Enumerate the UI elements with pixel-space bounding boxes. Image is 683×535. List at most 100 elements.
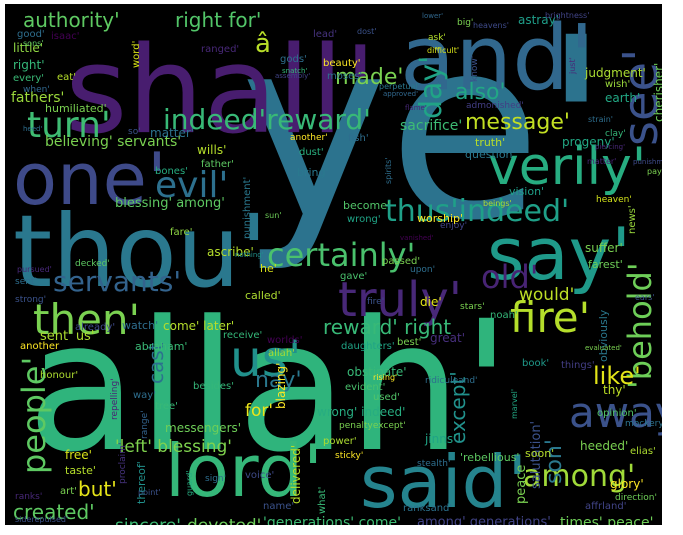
cloud-word-lord: lord' [165,429,323,513]
cloud-word-fish: fish' [348,133,369,144]
cloud-word-delivered: delivered' [289,445,303,504]
cloud-word-sticky: sticky' [335,451,363,461]
cloud-word-every: every' [13,73,44,84]
cloud-word-cast: cast [144,342,168,384]
cloud-word-vanished: vanished' [400,234,434,242]
cloud-word-like: like' [593,362,641,390]
cloud-word-beauty: beauty' [323,58,361,69]
cloud-word-lead: lead' [313,29,337,40]
cloud-word-old: old' [481,258,539,296]
cloud-word-approved: approved' [383,90,418,98]
cloud-word-then: then' [33,295,140,344]
cloud-word-ears: ears' [635,293,654,302]
cloud-word-sons: sons' [23,39,44,48]
cloud-word-generations-come: 'generations' come' [263,515,401,525]
cloud-word-away: away' [569,388,662,437]
cloud-word-wrong-indeed: wrong' indeed' [317,405,405,419]
cloud-word-truly: truly' [338,272,462,328]
cloud-word-point: point' [138,488,161,497]
cloud-word-know: know' [470,56,480,82]
cloud-word-nothing: nothing' [235,251,264,259]
cloud-word-elias: elias' [630,446,656,457]
word-cloud-canvas: ye'allah'shall' and'thou'one'lord' said'sa… [5,4,662,525]
cloud-word-times-peace: times' peace' [560,515,653,525]
cloud-word-passed: passed' [382,256,420,267]
cloud-word-progeny: progeny' [562,135,615,149]
cloud-word-certainly: certainly' [267,236,415,274]
cloud-word-question: question' [465,148,516,161]
cloud-word-astray: astray' [518,13,559,27]
cloud-word-also: also' [455,80,506,105]
cloud-word-voice: voice' [245,470,274,481]
cloud-word-affrland: affrland' [585,501,626,512]
cloud-word-servants: servants' [53,265,181,298]
cloud-word-worship: worship' [417,212,463,225]
cloud-word-ask: ask' [428,33,446,43]
cloud-word-fire-small: fire' [367,297,384,307]
cloud-word-judgment: judgment' [584,66,646,80]
cloud-word-snatch: snatch' [282,67,307,75]
cloud-word-besides: besides' [193,381,234,392]
cloud-word-humiliated: humiliated' [45,102,107,115]
cloud-word-receive: receive' [223,330,262,341]
cloud-word-right-for: right for' [175,8,261,32]
cloud-word-obviously: obviously [597,309,610,362]
cloud-word-taste: taste' [65,464,96,477]
cloud-word-gave: gave' [340,271,367,282]
cloud-word-allah: allah' [27,283,511,492]
cloud-word-penaltyexcept: penaltyexcept' [339,421,406,431]
cloud-word-ascribe: ascribe' [207,245,254,259]
cloud-word-abraham: abraham' [135,340,187,353]
cloud-word-become: become' [343,199,390,212]
cloud-word-clay: clay' [605,129,626,139]
cloud-word-big: big' [457,18,473,28]
cloud-word-blessing-among: blessing' among' [115,196,225,211]
cloud-word-believing-servants: believing' servants' [45,134,181,150]
cloud-word-repelling: repelling' [110,378,120,420]
cloud-word-perpetual: perpetual' [379,82,420,91]
cloud-word-free: free' [65,448,92,462]
cloud-word-among-big: among' [523,459,635,494]
cloud-word-among-generations: among' generations' [417,515,551,525]
cloud-word-thy: thy' [603,383,626,397]
cloud-word-would: would' [519,285,574,305]
cloud-word-power: power' [323,436,357,447]
cloud-word-sign: sign' [205,474,226,484]
cloud-word-evaluated: evaluated' [585,344,622,352]
cloud-word-gods: gods' [280,54,307,65]
cloud-word-father: father' [201,159,234,170]
cloud-word-peace: peace [514,465,529,504]
word-cloud: ye' allah' shall' and' thou' one' lord' said' sa… [5,4,662,525]
cloud-word-piercing: piercing' [595,143,625,151]
cloud-word-earth: earth' [605,91,640,105]
cloud-word-enjoy: enjoy' [440,221,467,231]
cloud-word-devoted: devoted' [187,516,261,525]
cloud-word-sent: sent' [15,277,37,287]
cloud-word-he: he' [260,262,277,275]
cloud-word-art: art' [60,486,77,497]
cloud-word-bring: bring' [297,166,329,179]
cloud-word-isaac: isaac' [51,31,80,42]
cloud-word-sun: sun' [265,211,282,220]
cloud-word-said: said' [360,440,527,524]
cloud-word-glory: glory' [610,477,644,491]
cloud-word-things: things' [561,360,595,371]
cloud-word-thus-indeed: thus'indeed' [385,194,569,229]
cloud-word-truth: truth' [475,136,505,149]
cloud-word-when: when' [23,85,50,95]
cloud-word-guard: guard' [185,471,194,496]
cloud-word-dost: dost' [357,27,376,36]
cloud-word-rising: rising' [373,373,397,382]
cloud-word-proclaim: proclaim' [118,443,128,484]
cloud-word-another-1: another' [290,133,328,143]
cloud-word-strong: strong' [15,295,46,305]
cloud-word-thou: thou' [13,193,268,310]
cloud-word-opinion: opinion' [597,408,637,419]
cloud-word-rebellious: 'rebellious' [460,451,519,464]
cloud-word-little: little' [13,41,43,55]
cloud-word-stealth: stealth' [417,459,450,469]
cloud-word-assembly: assembly' [275,72,310,80]
cloud-word-made: made' [335,65,403,90]
cloud-word-die: die' [420,295,442,309]
cloud-word-behold: 'behold' [621,262,659,389]
